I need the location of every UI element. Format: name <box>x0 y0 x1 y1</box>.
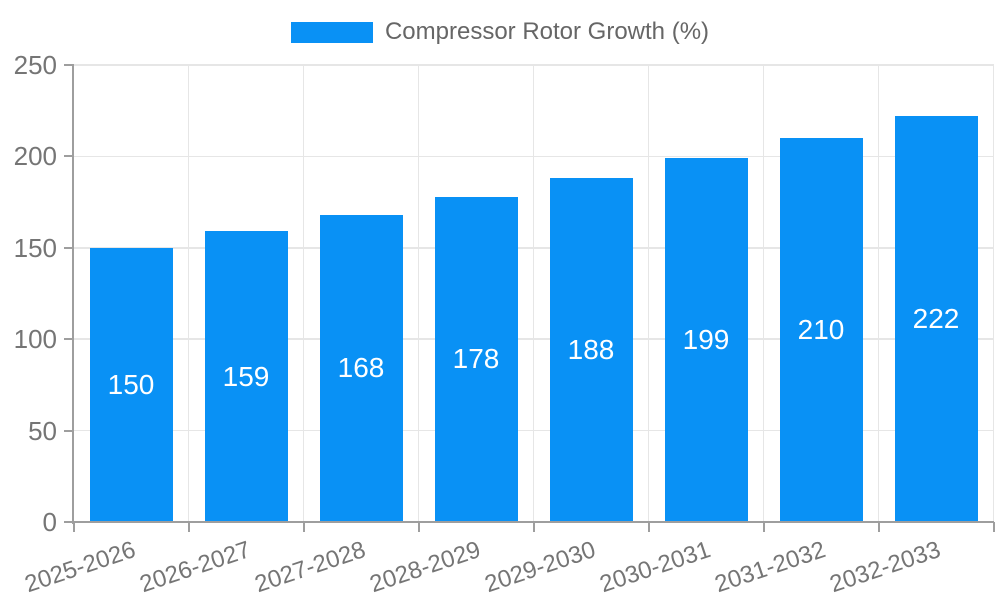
x-tick-label: 2027-2028 <box>251 536 369 599</box>
x-tick <box>417 522 420 532</box>
x-tick-label: 2029-2030 <box>481 536 599 599</box>
bar-value-label: 210 <box>797 314 845 346</box>
x-tick <box>762 522 765 532</box>
legend-swatch <box>290 21 373 43</box>
x-tick <box>187 522 190 532</box>
bar: 222 <box>894 116 978 522</box>
bar-value-label: 168 <box>337 352 385 384</box>
x-gridline <box>877 65 880 522</box>
x-gridline <box>302 65 305 522</box>
bar-value-label: 188 <box>567 334 615 366</box>
bar: 150 <box>89 247 173 522</box>
x-gridline <box>187 65 190 522</box>
bar-value-label: 178 <box>452 343 500 375</box>
x-tick-label: 2026-2027 <box>136 536 254 599</box>
x-gridline <box>762 65 765 522</box>
bar-value-label: 222 <box>912 303 960 335</box>
y-tick <box>64 521 74 523</box>
x-tick-label: 2032-2033 <box>826 536 944 599</box>
x-tick <box>72 522 75 532</box>
bar-value-label: 159 <box>222 360 270 392</box>
x-axis-line <box>64 521 994 523</box>
x-tick-label: 2028-2029 <box>366 536 484 599</box>
x-gridline <box>417 65 420 522</box>
bar: 168 <box>319 214 403 522</box>
y-tick-label: 100 <box>13 324 57 355</box>
x-tick-label: 2031-2032 <box>711 536 829 599</box>
x-tick <box>877 522 880 532</box>
legend-item[interactable]: Compressor Rotor Growth (%) <box>290 18 710 45</box>
bar: 210 <box>779 138 863 522</box>
x-tick <box>992 522 995 532</box>
y-tick <box>64 155 74 158</box>
legend-label: Compressor Rotor Growth (%) <box>384 18 710 45</box>
x-gridline <box>647 65 650 522</box>
bar: 159 <box>204 231 288 522</box>
y-tick <box>64 246 74 249</box>
y-tick-label: 0 <box>42 507 57 537</box>
x-tick-label: 2030-2031 <box>596 536 714 599</box>
y-axis-line <box>72 65 74 524</box>
x-tick <box>302 522 305 532</box>
x-tick <box>647 522 650 532</box>
y-tick-label: 150 <box>13 232 57 263</box>
x-tick <box>532 522 535 532</box>
y-tick-label: 50 <box>28 415 57 446</box>
bar-value-label: 150 <box>107 368 155 400</box>
y-tick-label: 200 <box>13 141 57 172</box>
legend: Compressor Rotor Growth (%) <box>0 20 1000 44</box>
bar: 199 <box>664 158 748 522</box>
bar: 188 <box>549 178 633 522</box>
y-tick <box>64 338 74 341</box>
bar-value-label: 199 <box>682 324 730 356</box>
bar: 178 <box>434 196 518 522</box>
y-tick-label: 250 <box>13 50 57 80</box>
x-tick-label: 2025-2026 <box>21 536 139 599</box>
x-gridline <box>992 65 995 522</box>
x-gridline <box>532 65 535 522</box>
y-tick <box>64 64 74 66</box>
y-tick <box>64 429 74 432</box>
